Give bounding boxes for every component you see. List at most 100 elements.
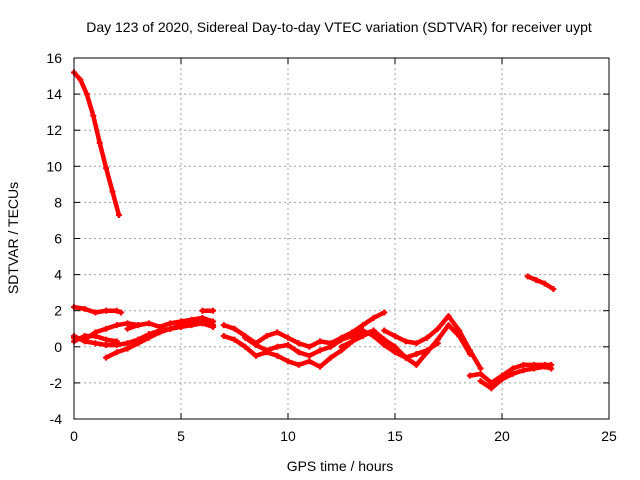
data-point [381,336,388,343]
data-point [550,286,557,293]
data-point [103,336,110,343]
data-point [252,341,259,348]
data-point [178,318,184,325]
x-tick-label: 0 [70,428,78,444]
y-tick-label: 0 [54,339,62,355]
data-point [92,332,99,339]
data-point [81,338,88,345]
data-point [103,325,110,332]
data-point [434,336,441,343]
data-point [317,347,324,354]
data-point [231,336,238,343]
data-point [210,318,217,325]
data-point [295,349,302,356]
data-point [445,322,452,329]
series-line [71,70,122,218]
data-point [167,325,174,332]
data-point [338,343,345,350]
data-point [445,313,452,320]
data-point [531,365,538,372]
y-tick-label: 6 [54,231,62,247]
data-point [392,343,398,350]
data-point [242,334,249,341]
data-point [90,112,97,119]
series-track-1 [71,69,122,219]
data-point [118,309,125,316]
data-point [103,341,110,348]
data-point [199,307,206,314]
data-point [220,322,227,329]
y-tick-label: -2 [50,375,63,391]
data-point [370,332,377,339]
data-point [135,340,142,347]
data-point [220,332,227,339]
data-point [135,322,142,329]
series-track-7 [124,314,217,332]
data-point [113,322,120,329]
data-point [188,316,195,323]
series-line [525,274,556,292]
data-point [274,329,281,336]
data-point [424,349,431,356]
data-point [477,378,484,385]
data-point [349,338,356,345]
data-point [306,358,313,365]
data-point [92,309,99,316]
data-point [77,76,84,83]
data-point [274,352,281,359]
series-track-13 [381,313,484,372]
data-point [103,165,110,172]
data-point [103,354,110,361]
data-point [413,340,420,347]
data-point [477,370,484,377]
axis-ticks: 0 5 10 15 20 25 -4 -2 0 2 4 6 8 10 12 14 16 [46,50,617,444]
data-point [145,334,152,341]
data-point [370,314,377,321]
data-point [124,340,131,347]
data-point [392,349,398,356]
data-point [317,363,324,370]
data-point [413,361,420,368]
data-point [285,358,291,365]
data-point [499,376,505,383]
data-point [242,343,249,350]
chart-title: Day 123 of 2020, Sidereal Day-to-day VTE… [86,19,592,35]
data-point [548,365,555,372]
data-point [306,343,313,350]
data-point [83,91,90,98]
data-point [109,188,116,195]
data-point [156,323,163,330]
data-point [338,336,345,343]
y-tick-label: 12 [46,122,62,138]
data-point [167,320,174,327]
y-tick-label: 2 [54,303,62,319]
data-point [520,361,527,368]
data-point [92,340,99,347]
data-point [327,343,334,350]
data-point [306,352,313,359]
data-point [210,307,217,314]
data-series [71,69,557,392]
data-point [533,277,540,284]
y-tick-label: 4 [54,267,62,283]
x-tick-label: 5 [177,428,185,444]
data-point [434,325,441,332]
series-line [382,313,483,371]
data-point [370,327,377,334]
data-point [381,327,388,334]
data-point [541,280,548,287]
data-point [263,347,270,354]
x-tick-label: 15 [387,428,403,444]
data-point [113,307,120,314]
data-point [359,322,366,329]
x-axis-label: GPS time / hours [287,458,394,474]
data-point [327,354,334,361]
data-point [392,332,398,339]
data-point [402,338,409,345]
x-tick-label: 20 [494,428,510,444]
series-track-16 [524,273,557,293]
data-point [103,307,110,314]
data-point [231,325,238,332]
